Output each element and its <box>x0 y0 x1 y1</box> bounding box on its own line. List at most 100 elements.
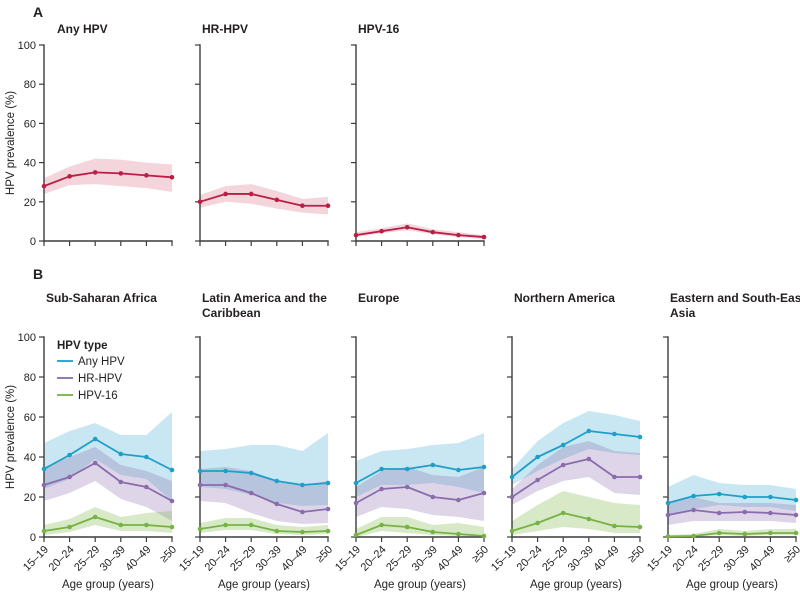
y-tick-label: 60 <box>24 412 36 424</box>
y-tick-label: 40 <box>24 452 36 464</box>
x-tick-label: 15–19 <box>333 544 363 574</box>
series-line-hr-hpv <box>667 509 797 516</box>
data-point-hr-hpv <box>742 509 748 515</box>
panel-a-pooled-charts: A HPV prevalence (%) Any HPV 0 20 40 60 80 100 HR… <box>5 4 487 248</box>
y-tick-label: 100 <box>18 40 36 52</box>
x-tick-label: 20–24 <box>203 544 233 574</box>
x-tick-label: 40–49 <box>123 544 153 574</box>
ci-band-hr-hpv <box>356 467 484 521</box>
subplot-hr-hpv: HR-HPV <box>195 22 331 246</box>
data-point-hr-hpv <box>768 510 773 516</box>
x-tick-label: 40–49 <box>279 544 309 574</box>
series-line-any-hpv <box>355 464 485 484</box>
data-point-hpv-16 <box>248 522 254 528</box>
x-tick-label: 30–39 <box>410 544 440 574</box>
data-point-any-hpv <box>169 467 175 473</box>
legend-label-hpv-16: HPV-16 <box>78 390 118 402</box>
x-tick-label: ≥50 <box>626 544 647 565</box>
data-point-hr-hpv <box>353 500 359 506</box>
data-point-hpv-16 <box>118 522 124 528</box>
data-point-any-hpv <box>248 470 254 476</box>
data-point-hpv-16-pooled <box>379 228 384 234</box>
data-point-any-hpv <box>481 464 487 470</box>
data-point-hpv-16-pooled <box>404 224 410 230</box>
series-line-hr-hpv <box>511 458 640 498</box>
x-axis-title: Age group (years) <box>62 579 154 591</box>
data-point-hr-hpv <box>169 498 175 504</box>
data-point-hpv-16 <box>716 530 722 536</box>
data-point-any-hpv <box>430 462 436 468</box>
ci-band-hr-hpv-pooled <box>200 184 328 215</box>
subplot-eastern-and-south-eastern-asia: Eastern and South-EasternAsia 15–1920–242… <box>645 291 800 591</box>
data-point-hpv-16 <box>586 516 592 522</box>
series-line-any-hpv-pooled <box>43 171 173 187</box>
data-point-any-hpv-pooled <box>144 173 149 178</box>
data-point-hr-hpv <box>92 460 98 466</box>
y-tick-label: 80 <box>24 372 36 384</box>
x-tick-label: 25–29 <box>72 544 102 574</box>
data-point-hpv-16 <box>404 524 410 530</box>
legend: HPV type Any HPV HR-HPV HPV-16 <box>57 340 125 402</box>
series-line-hpv-16 <box>43 516 173 532</box>
data-point-any-hpv <box>379 466 384 472</box>
data-point-hr-hpv <box>535 477 540 483</box>
x-tick-label: 40–49 <box>591 544 621 574</box>
data-point-hr-hpv-pooled <box>248 191 254 197</box>
data-point-hpv-16 <box>456 531 461 537</box>
data-point-hpv-16 <box>637 524 643 530</box>
series-line-any-hpv <box>511 430 641 478</box>
x-tick-label: ≥50 <box>314 544 335 565</box>
data-point-hpv-16 <box>612 523 617 529</box>
data-point-any-hpv-pooled <box>41 183 47 189</box>
x-tick-label: 20–24 <box>515 544 545 574</box>
data-point-hpv-16 <box>379 522 384 528</box>
data-point-hr-hpv <box>144 484 149 490</box>
data-point-any-hpv <box>456 467 461 473</box>
series-line-hpv-16 <box>199 524 329 533</box>
ci-band-hpv-16 <box>200 518 328 535</box>
data-point-hpv-16 <box>300 529 305 535</box>
x-tick-label: 30–39 <box>98 544 128 574</box>
data-point-any-hpv <box>300 482 305 488</box>
data-point-hpv-16-pooled <box>456 232 461 238</box>
x-axis-title: Age group (years) <box>218 579 310 591</box>
ci-band-hr-hpv <box>44 447 172 521</box>
series-line-hr-hpv <box>355 486 485 504</box>
data-point-hr-hpv-pooled <box>197 199 203 205</box>
data-point-hpv-16 <box>274 528 280 534</box>
y-tick-label: 20 <box>24 197 36 209</box>
x-tick-label: ≥50 <box>470 544 491 565</box>
data-point-hr-hpv <box>118 479 124 485</box>
x-tick-label: 30–39 <box>722 544 752 574</box>
data-point-any-hpv <box>223 468 228 474</box>
data-point-any-hpv <box>67 452 72 458</box>
data-point-hpv-16 <box>144 522 149 528</box>
x-tick-label: ≥50 <box>782 544 800 565</box>
data-point-hr-hpv-pooled <box>325 203 331 209</box>
data-point-hr-hpv <box>197 482 203 488</box>
y-tick-label: 20 <box>24 492 36 504</box>
data-point-any-hpv <box>535 454 540 460</box>
data-point-hr-hpv <box>67 474 72 480</box>
data-point-hpv-16 <box>793 530 799 536</box>
series-line-hpv-16 <box>667 532 796 538</box>
data-point-hpv-16 <box>742 531 748 537</box>
data-point-hpv-16 <box>223 522 228 528</box>
data-point-hr-hpv <box>325 506 331 512</box>
data-point-hr-hpv <box>793 512 799 518</box>
data-point-hpv-16 <box>197 526 203 532</box>
data-point-hr-hpv <box>586 456 592 462</box>
data-point-any-hpv <box>637 434 643 440</box>
y-tick-label: 0 <box>30 236 36 248</box>
x-axis-title: Age group (years) <box>686 579 778 591</box>
legend-title: HPV type <box>57 340 108 352</box>
subplot-title: Any HPV <box>57 22 108 36</box>
ci-band-hr-hpv <box>668 497 796 525</box>
x-tick-label: 20–24 <box>671 544 701 574</box>
data-point-any-hpv <box>41 466 47 472</box>
data-point-hpv-16 <box>92 514 98 520</box>
data-point-any-hpv-pooled <box>169 175 175 180</box>
data-point-hpv-16 <box>353 532 359 538</box>
data-point-any-hpv <box>509 474 515 480</box>
